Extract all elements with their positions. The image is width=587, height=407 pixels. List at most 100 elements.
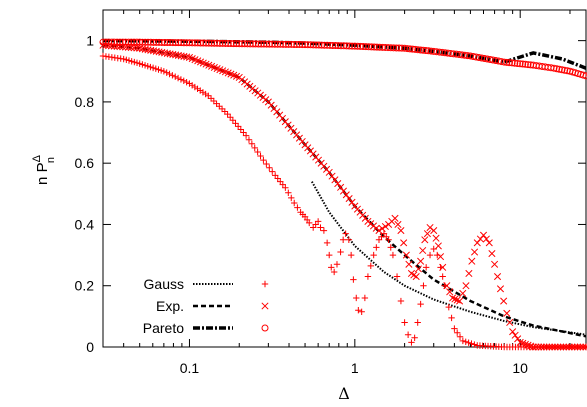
gauss-point [370,251,377,259]
gauss-point [266,164,273,171]
pareto-point [263,40,271,48]
pareto-point [406,45,414,53]
exp-point [451,295,459,303]
pareto-point [246,40,254,48]
exp-point [180,52,188,61]
gauss-point [133,59,141,67]
exp-point [394,220,402,229]
gauss-point [240,129,247,136]
exp-point [342,191,350,199]
exp-point [519,339,527,347]
gauss-point [393,273,401,280]
pareto-point [241,40,249,48]
gauss-point [373,244,380,251]
exp-point [496,285,505,293]
gauss-point [141,62,149,69]
gauss-point [389,251,397,259]
exp-point [521,340,529,348]
gauss-point [367,262,374,270]
pareto-point [409,45,417,53]
gauss-point [417,300,424,308]
pareto-point [503,58,511,66]
y-tick-label: 0.8 [75,94,95,110]
gauss-point [397,297,405,305]
gauss-point [251,144,258,152]
pareto-point [513,59,521,67]
exp-point [166,50,174,58]
exp-point [551,343,559,351]
x-tick-label: 0.1 [180,360,200,376]
pareto-point [401,44,409,52]
gauss-point [254,148,261,156]
exp-point [152,47,160,55]
gauss-point [155,66,162,73]
exp-point [453,296,461,304]
exp-point [459,289,467,297]
gauss-point [350,276,357,283]
exp-point [334,180,342,188]
exp-point [493,272,502,281]
gauss-point [353,294,360,302]
exp-point [535,343,543,351]
pareto-point [550,64,558,72]
gauss-point [245,136,253,143]
exp-point [568,343,576,351]
gauss-point [131,58,138,66]
pareto-point [519,60,527,68]
exp-point [432,234,440,242]
exp-point [149,47,158,55]
pareto-point [424,47,432,55]
x-axis-label: Δ [338,384,350,403]
exp-point [562,343,570,351]
gauss-point [326,251,333,259]
gauss-point [385,236,392,243]
gauss-point [125,57,133,64]
gauss-point [420,282,427,289]
legend-marker-gauss [261,280,269,288]
pareto-point [524,61,532,69]
gauss-point [317,224,324,231]
exp-point [381,222,389,231]
gauss-point [426,251,434,259]
gauss-point [144,62,151,70]
legend-label-gauss: Gauss [144,276,184,292]
exp-point [532,343,540,351]
pareto-point [508,59,516,67]
gauss-point [408,339,415,346]
exp-point [147,46,155,54]
pareto-point [265,40,273,48]
gauss-point [387,244,394,251]
gauss-point [404,331,412,338]
pareto-point [257,40,265,48]
legend-marker-pareto [261,324,269,332]
gauss-point [136,60,143,67]
gauss-point [342,230,349,237]
gauss-point [345,236,353,243]
exp-point [488,250,496,258]
exp-point [436,253,445,261]
gauss-point [451,325,458,332]
pareto-point [521,60,529,68]
pareto-point [279,40,287,48]
gauss-point [468,340,475,347]
exp-point [339,187,347,195]
gauss-point [411,334,418,342]
exp-point [163,49,171,57]
plot-frame [102,9,587,348]
exp-point [529,343,537,351]
exp-point [511,331,519,339]
gauss-point [128,58,135,65]
exp-point [378,224,386,233]
pareto-point [398,44,406,52]
exp-point [375,227,383,235]
gauss-point [347,251,355,259]
exp-point [465,269,473,278]
gauss-point [306,219,313,227]
gauss-point [291,199,298,207]
exp-point [446,288,454,296]
exp-point [348,198,356,206]
exp-point [400,239,408,247]
exp-point [576,343,584,351]
exp-point [345,195,353,203]
pareto-point [282,40,290,48]
